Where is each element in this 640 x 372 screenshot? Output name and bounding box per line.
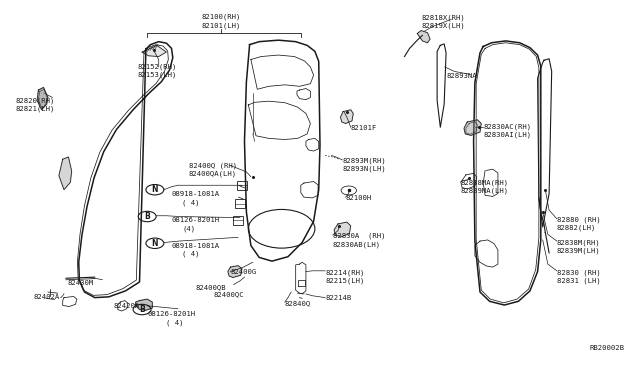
Text: 82101(LH): 82101(LH) [201, 23, 241, 29]
Bar [237, 181, 247, 190]
Text: ( 4): ( 4) [166, 319, 184, 326]
Text: 82830AI(LH): 82830AI(LH) [483, 131, 531, 138]
Text: 82153(LH): 82153(LH) [138, 72, 177, 78]
Text: 82100(RH): 82100(RH) [201, 13, 241, 20]
Text: 82839M(LH): 82839M(LH) [557, 247, 600, 254]
Bar [233, 216, 243, 225]
Text: RB20002B: RB20002B [589, 345, 624, 351]
Polygon shape [136, 299, 152, 310]
Text: 82819X(LH): 82819X(LH) [421, 23, 465, 29]
Text: 82100H: 82100H [346, 195, 372, 201]
Text: 82838MA(RH): 82838MA(RH) [461, 179, 509, 186]
Polygon shape [464, 120, 481, 135]
Text: 08918-1081A: 08918-1081A [172, 243, 220, 248]
Text: 82880 (RH): 82880 (RH) [557, 216, 600, 223]
Polygon shape [142, 45, 166, 57]
Text: B: B [140, 305, 145, 314]
Text: 82400Q (RH): 82400Q (RH) [189, 162, 237, 169]
Text: 82400QA(LH): 82400QA(LH) [189, 170, 237, 177]
Text: 82839MA(LH): 82839MA(LH) [461, 187, 509, 194]
Text: 82215(LH): 82215(LH) [325, 277, 365, 284]
Text: N: N [152, 185, 158, 194]
Text: 82893M(RH): 82893M(RH) [342, 157, 386, 164]
Text: 08918-1081A: 08918-1081A [172, 191, 220, 197]
Text: 82831 (LH): 82831 (LH) [557, 277, 600, 284]
Text: 82840Q: 82840Q [285, 300, 311, 306]
Polygon shape [37, 87, 48, 110]
Text: 82400G: 82400G [230, 269, 257, 275]
Text: 82820(RH): 82820(RH) [16, 97, 56, 104]
Text: 82830AC(RH): 82830AC(RH) [483, 123, 531, 130]
Text: B: B [145, 212, 150, 221]
Text: 82400QB: 82400QB [195, 284, 226, 290]
Text: 82818X(RH): 82818X(RH) [421, 15, 465, 21]
Text: 82101F: 82101F [351, 125, 377, 131]
Polygon shape [340, 110, 353, 124]
Text: 08126-8201H: 08126-8201H [172, 217, 220, 223]
Text: (4): (4) [182, 225, 196, 232]
Text: 82838M(RH): 82838M(RH) [557, 239, 600, 246]
Text: N: N [152, 239, 158, 248]
Text: 82893NA: 82893NA [447, 73, 477, 79]
Text: ( 4): ( 4) [182, 199, 200, 206]
Polygon shape [59, 157, 72, 190]
Text: ( 4): ( 4) [182, 250, 200, 257]
Text: 82430M: 82430M [67, 280, 93, 286]
Text: 82830A  (RH): 82830A (RH) [333, 233, 385, 240]
Text: 82152(RH): 82152(RH) [138, 64, 177, 70]
Text: 82214B: 82214B [325, 295, 351, 301]
Text: 82821(LH): 82821(LH) [16, 105, 56, 112]
Text: 82893N(LH): 82893N(LH) [342, 166, 386, 172]
Polygon shape [334, 222, 351, 237]
Text: 82420A: 82420A [114, 303, 140, 309]
Text: 82830 (RH): 82830 (RH) [557, 269, 600, 276]
Text: 08126-8201H: 08126-8201H [147, 311, 195, 317]
Polygon shape [417, 31, 430, 43]
Text: 82402A: 82402A [34, 294, 60, 300]
Bar [235, 199, 245, 208]
Text: 82214(RH): 82214(RH) [325, 269, 365, 276]
Text: 82882(LH): 82882(LH) [557, 224, 596, 231]
Polygon shape [228, 266, 242, 278]
Text: 82400QC: 82400QC [213, 292, 244, 298]
Text: 82830AB(LH): 82830AB(LH) [333, 241, 381, 248]
